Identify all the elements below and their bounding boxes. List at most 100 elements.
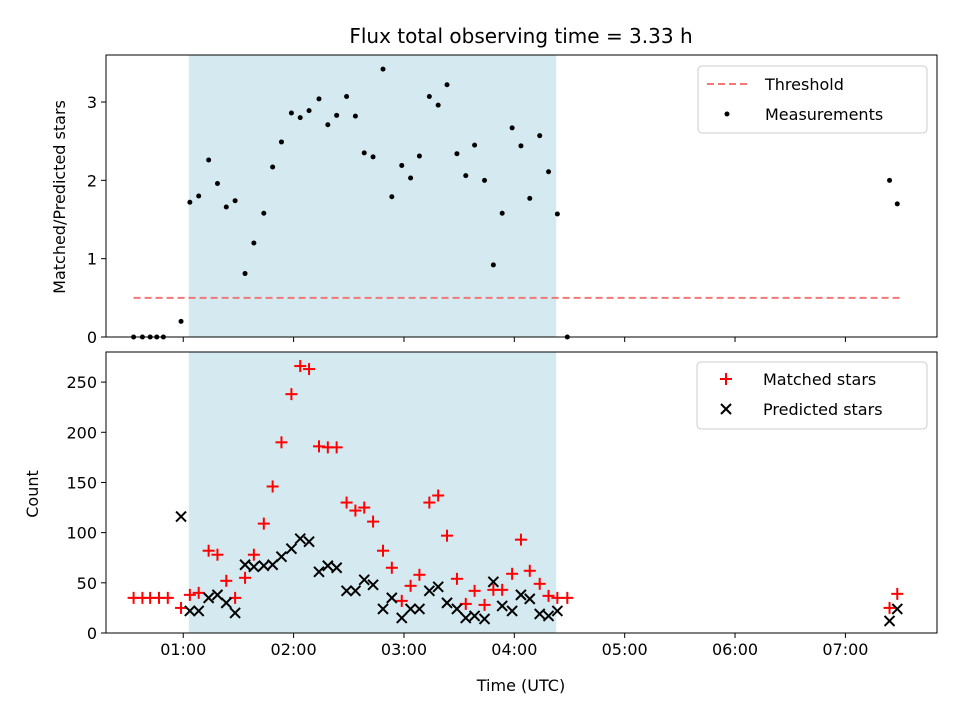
- matched-stars-marker: [441, 529, 454, 542]
- predicted-stars-marker: [340, 585, 353, 597]
- matched-stars-marker: [220, 574, 233, 587]
- measurements-point: [444, 82, 450, 88]
- measurements-point: [426, 94, 432, 100]
- predicted-stars-marker: [275, 551, 288, 563]
- measurements-point: [416, 153, 422, 159]
- matched-stars-marker: [192, 586, 205, 599]
- bottom-y-tick-label: 0: [87, 624, 97, 643]
- matched-stars-marker: [340, 496, 353, 509]
- matched-stars-marker: [202, 544, 215, 557]
- top-y-tick-label: 3: [87, 93, 97, 112]
- predicted-stars-marker: [377, 603, 389, 615]
- measurements-point: [537, 133, 543, 139]
- x-tick-label: 06:00: [712, 640, 758, 659]
- measurements-point: [527, 195, 533, 201]
- measurements-point: [206, 157, 212, 163]
- predicted-stars-marker: [396, 612, 408, 624]
- measurements-point: [214, 180, 220, 186]
- predicted-stars-marker: [883, 615, 896, 627]
- measurements-point: [251, 240, 257, 246]
- matched-stars-marker: [523, 564, 536, 577]
- x-tick-label: 03:00: [381, 640, 427, 659]
- measurements-point: [223, 204, 229, 210]
- measurements-point: [242, 271, 248, 277]
- legend-predicted-label: Predicted stars: [763, 400, 883, 419]
- measurements-point: [261, 210, 267, 216]
- legend-measurements-label: Measurements: [765, 105, 883, 124]
- predicted-stars-marker: [515, 589, 527, 601]
- matched-stars-marker: [183, 588, 196, 601]
- top-y-tick-label: 1: [87, 250, 97, 269]
- measurements-point: [490, 262, 496, 268]
- predicted-stars-marker: [506, 605, 518, 617]
- predicted-stars-marker: [468, 610, 481, 622]
- legend-matched-label: Matched stars: [763, 370, 876, 389]
- measurements-point: [509, 125, 515, 131]
- measurements-point: [454, 151, 460, 157]
- matched-stars-marker: [161, 591, 174, 604]
- predicted-stars-marker: [386, 592, 398, 604]
- measurements-point: [894, 201, 900, 207]
- predicted-stars-marker: [211, 589, 224, 601]
- measurements-point: [472, 142, 478, 148]
- matched-stars-marker: [514, 533, 527, 546]
- matched-stars-marker: [533, 577, 546, 590]
- predicted-stars-marker: [478, 613, 491, 625]
- bottom-y-axis-label: Count: [23, 470, 42, 518]
- matched-stars-marker: [303, 363, 316, 376]
- measurements-legend-marker: [724, 111, 730, 117]
- matched-stars-marker: [358, 501, 371, 514]
- measurements-point: [288, 110, 294, 116]
- predicted-stars-marker: [175, 510, 187, 523]
- matched-stars-marker: [468, 584, 481, 597]
- measurements-point: [187, 199, 193, 205]
- predicted-stars-marker: [313, 566, 325, 578]
- top-chart-title: Flux total observing time = 3.33 h: [349, 24, 692, 48]
- measurements-point: [352, 113, 358, 119]
- matched-stars-marker: [285, 388, 298, 401]
- matched-stars-marker: [239, 571, 252, 584]
- matched-stars-marker: [450, 572, 463, 585]
- matched-stars-marker: [385, 561, 398, 574]
- matched-stars-marker: [367, 515, 380, 528]
- measurements-point: [232, 198, 238, 204]
- predicted-stars-marker: [294, 532, 306, 545]
- matched-stars-marker: [561, 591, 574, 604]
- matched-stars-marker: [377, 544, 389, 557]
- measurements-point: [408, 175, 414, 181]
- measurements-point: [278, 139, 284, 145]
- bottom-y-tick-label: 150: [66, 473, 97, 492]
- measurements-point: [306, 108, 312, 114]
- x-tick-label: 02:00: [271, 640, 317, 659]
- predicted-stars-marker: [487, 576, 500, 588]
- measurements-point: [178, 318, 184, 324]
- predicted-stars-marker: [524, 593, 536, 605]
- predicted-stars-marker: [192, 605, 205, 617]
- matched-stars-marker: [175, 601, 188, 614]
- x-tick-label: 04:00: [491, 640, 537, 659]
- predicted-stars-marker: [285, 542, 298, 555]
- top-panel: 0 1 2 3: [87, 54, 938, 347]
- predicted-stars-marker: [551, 605, 564, 617]
- predicted-stars-marker: [367, 579, 379, 591]
- measurements-point: [361, 150, 367, 156]
- predicted-stars-marker: [460, 612, 472, 624]
- bottom-legend: Matched stars Predicted stars: [696, 361, 928, 430]
- top-observing-window-span: [188, 55, 557, 337]
- top-legend: Threshold Measurements: [697, 65, 928, 134]
- measurements-point: [482, 177, 488, 183]
- x-tick-label: 05:00: [602, 640, 648, 659]
- measurements-point: [546, 169, 552, 175]
- x-axis-label: Time (UTC): [476, 676, 565, 695]
- predicted-stars-marker: [330, 562, 343, 574]
- predicted-stars-marker: [184, 605, 196, 617]
- measurements-point: [380, 66, 386, 72]
- predicted-stars-marker: [248, 561, 260, 573]
- legend-threshold-label: Threshold: [764, 75, 844, 94]
- bottom-y-tick-label: 250: [66, 373, 97, 392]
- x-tick-label: 07:00: [822, 640, 868, 659]
- matched-stars-marker: [883, 601, 896, 614]
- predicted-legend-marker: [720, 403, 732, 415]
- predicted-stars-marker: [266, 559, 279, 571]
- measurements-point: [270, 164, 276, 170]
